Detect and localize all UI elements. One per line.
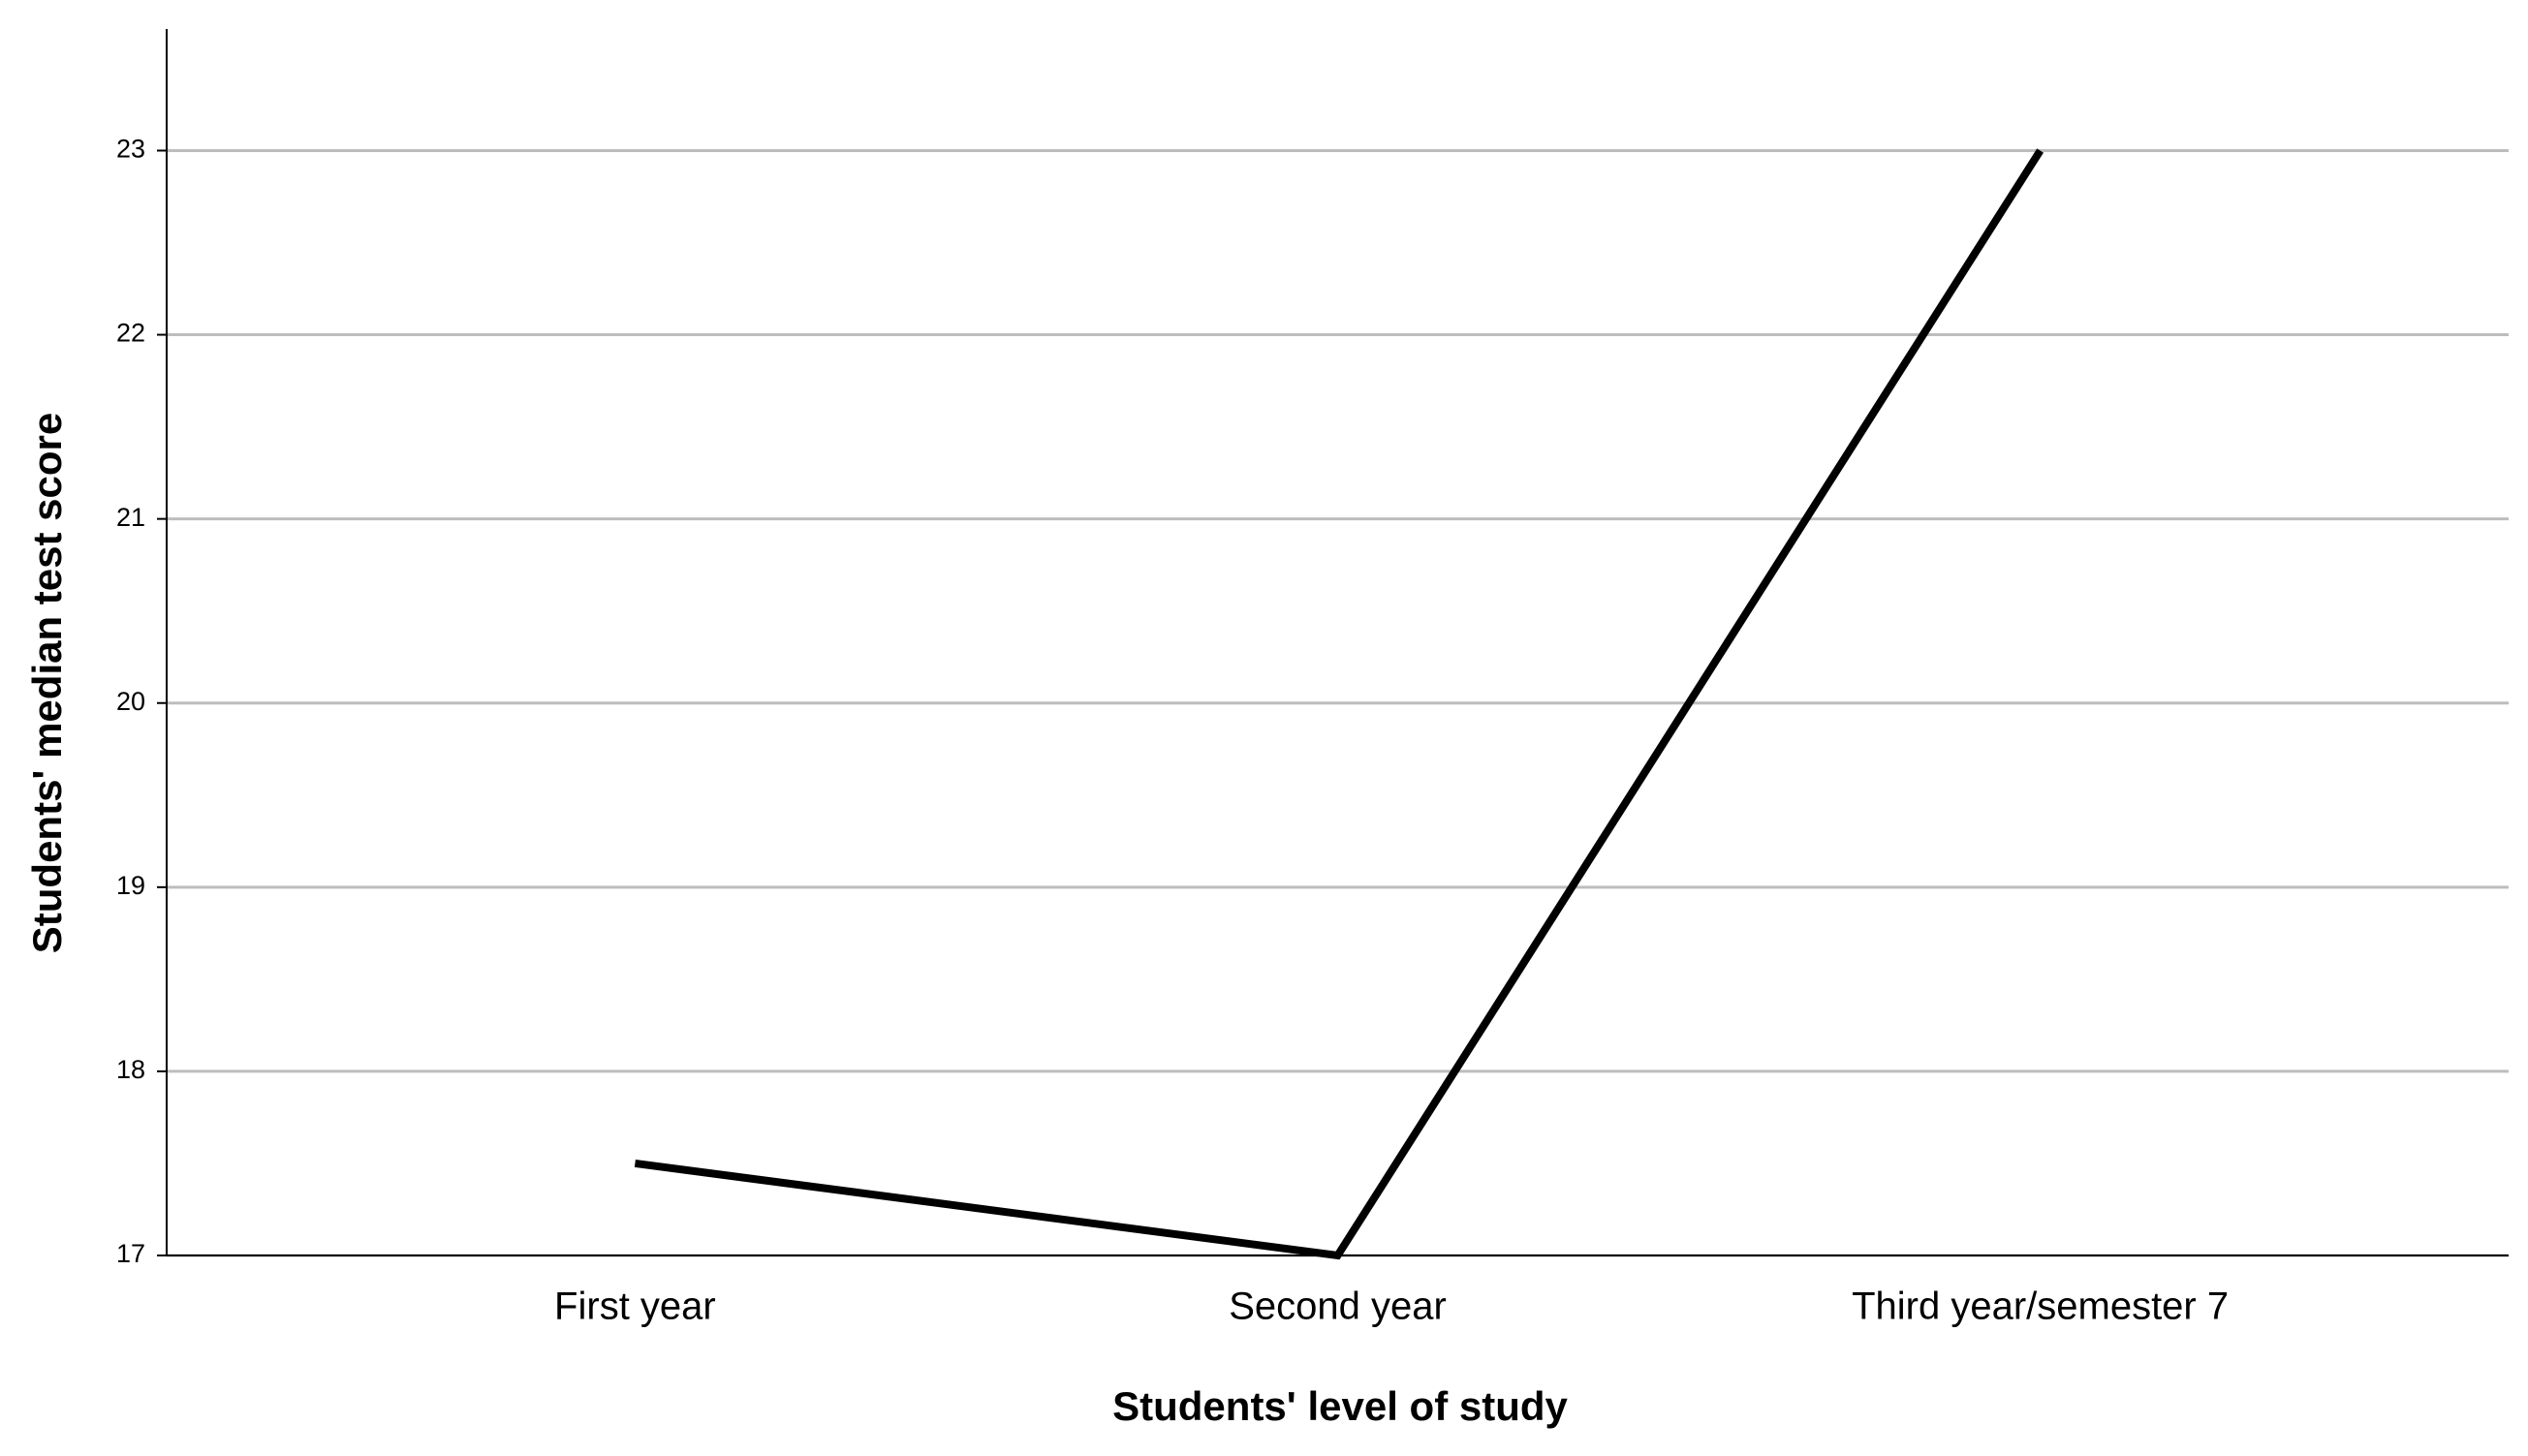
y-tick-label: 18 [116,1055,145,1084]
y-tick-label: 23 [116,135,145,164]
y-tick-label: 17 [116,1239,145,1268]
x-tick-label: First year [554,1286,716,1328]
y-axis-title: Students' median test score [24,413,70,953]
x-axis-title: Students' level of study [1112,1383,1568,1429]
y-tick-label: 19 [116,871,145,900]
y-tick-label: 22 [116,319,145,348]
x-tick-label: Second year [1229,1286,1447,1328]
y-tick-label: 20 [116,687,145,716]
x-tick-label: Third year/semester 7 [1852,1286,2229,1328]
data-line [634,148,2044,1260]
y-tick-label: 21 [116,503,145,532]
